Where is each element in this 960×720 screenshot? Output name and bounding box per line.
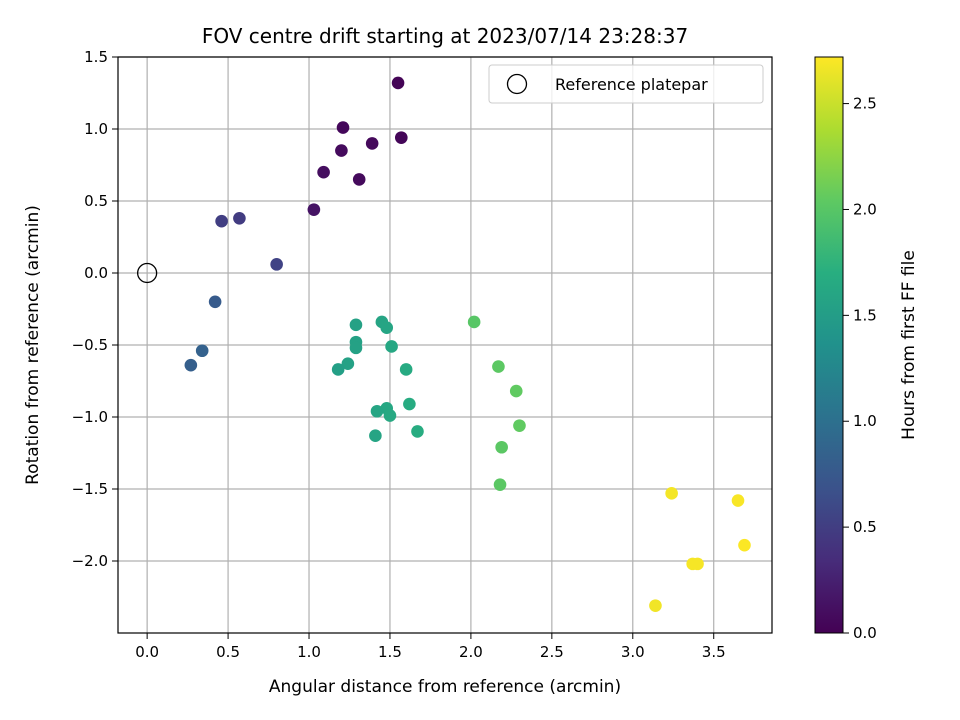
- data-point: [341, 357, 355, 371]
- y-axis-label: Rotation from reference (arcmin): [23, 205, 43, 485]
- colorbar-ticks: 0.0 0.5 1.0 1.5 2.0 2.5: [843, 95, 877, 642]
- legend: Reference platepar: [488, 64, 764, 104]
- x-tick-label: 1.5: [378, 643, 402, 661]
- data-point: [383, 409, 397, 422]
- data-point: [349, 318, 363, 332]
- data-point: [195, 344, 209, 358]
- data-point: [513, 419, 526, 432]
- data-point: [493, 478, 507, 491]
- chart-title: FOV centre drift starting at 2023/07/14 …: [202, 24, 688, 48]
- data-point: [370, 404, 384, 418]
- colorbar-tick-label: 2.0: [853, 200, 877, 218]
- colorbar-label: Hours from first FF file: [899, 250, 919, 440]
- data-point: [365, 137, 379, 150]
- data-point: [665, 487, 678, 500]
- legend-reference-marker: [506, 73, 528, 95]
- data-point: [270, 258, 283, 271]
- data-point: [399, 363, 413, 376]
- colorbar-tick-label: 0.0: [853, 624, 877, 642]
- y-tick-label: 1.5: [84, 48, 108, 66]
- colorbar-tick-label: 2.5: [853, 95, 877, 113]
- y-axis-ticks: 1.5 1.0 0.5 0.0 −0.5 −1.0 −1.5 −2.0: [72, 48, 118, 570]
- data-point: [233, 211, 246, 225]
- data-point: [380, 321, 394, 335]
- data-point: [335, 144, 348, 157]
- y-tick-label: 0.0: [84, 264, 108, 282]
- x-tick-label: 3.0: [621, 643, 645, 661]
- x-tick-label: 0.5: [216, 643, 240, 661]
- y-tick-label: 1.0: [84, 120, 108, 138]
- data-point: [691, 557, 704, 571]
- colorbar-tick-label: 0.5: [853, 518, 877, 536]
- data-point: [349, 341, 363, 355]
- data-point: [215, 214, 228, 228]
- x-tick-label: 0.0: [135, 643, 159, 661]
- x-tick-label: 1.0: [297, 643, 321, 661]
- scatter-points: [184, 76, 751, 612]
- data-point: [492, 360, 505, 373]
- data-point: [208, 295, 222, 309]
- y-tick-label: −1.5: [72, 480, 108, 498]
- data-point: [411, 425, 424, 438]
- colorbar-tick-label: 1.0: [853, 412, 877, 430]
- legend-label: Reference platepar: [555, 75, 708, 94]
- data-point: [738, 538, 751, 552]
- data-point: [495, 440, 508, 454]
- data-point: [307, 203, 321, 216]
- data-point: [391, 76, 405, 90]
- x-axis-ticks: 0.0 0.5 1.0 1.5 2.0 2.5 3.0 3.5: [135, 633, 726, 661]
- data-point: [336, 121, 350, 134]
- grid: [118, 56, 772, 633]
- data-point: [317, 165, 330, 179]
- colorbar-tick-label: 1.5: [853, 306, 877, 324]
- x-tick-label: 3.5: [702, 643, 726, 661]
- data-point: [403, 397, 416, 411]
- data-point: [394, 131, 408, 144]
- data-point: [352, 173, 366, 186]
- colorbar: [814, 56, 844, 634]
- x-axis-label: Angular distance from reference (arcmin): [269, 677, 621, 697]
- data-point: [331, 363, 345, 376]
- data-point: [509, 384, 523, 398]
- y-tick-label: 0.5: [84, 192, 108, 210]
- y-tick-label: −2.0: [72, 552, 108, 570]
- x-tick-label: 2.0: [459, 643, 483, 661]
- y-tick-label: −0.5: [72, 336, 108, 354]
- legend-box: [488, 64, 764, 104]
- data-point: [649, 599, 662, 612]
- data-point: [369, 429, 382, 443]
- data-point: [385, 340, 398, 353]
- data-point: [184, 358, 198, 372]
- y-tick-label: −1.0: [72, 408, 108, 426]
- x-tick-label: 2.5: [540, 643, 564, 661]
- data-point: [731, 494, 745, 507]
- data-point: [467, 315, 481, 329]
- reference-platepar-marker: [136, 262, 158, 284]
- reference-marker-layer: [136, 262, 158, 284]
